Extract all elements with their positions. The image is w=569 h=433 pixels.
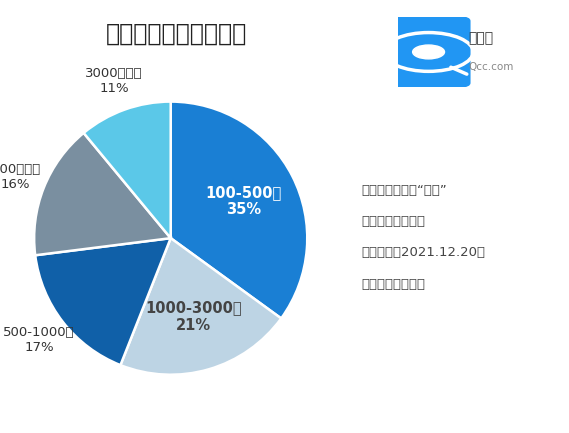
Wedge shape (121, 238, 281, 375)
FancyBboxPatch shape (386, 15, 472, 89)
Text: 100-500万
35%: 100-500万 35% (205, 185, 282, 217)
Text: 光伏企业注册资本分布: 光伏企业注册资本分布 (106, 22, 247, 45)
Text: 的相关企业数量；: 的相关企业数量； (361, 215, 425, 228)
Text: 1000-3000万
21%: 1000-3000万 21% (145, 301, 242, 333)
Text: 仅统计关键词为“光伏”: 仅统计关键词为“光伏” (361, 184, 447, 197)
Text: 数据截至：2021.12.20；: 数据截至：2021.12.20； (361, 246, 485, 259)
Text: 数据来源：企查查: 数据来源：企查查 (361, 278, 425, 291)
Text: 企查查: 企查查 (468, 31, 493, 45)
Text: 100万以内
16%: 100万以内 16% (0, 163, 40, 191)
Text: Qcc.com: Qcc.com (468, 62, 514, 72)
Wedge shape (35, 238, 171, 365)
Wedge shape (171, 102, 307, 318)
Circle shape (413, 45, 444, 59)
Text: 500-1000万
17%: 500-1000万 17% (3, 326, 75, 354)
Wedge shape (84, 102, 171, 238)
Text: 3000万以上
11%: 3000万以上 11% (85, 68, 143, 95)
Wedge shape (34, 133, 171, 255)
